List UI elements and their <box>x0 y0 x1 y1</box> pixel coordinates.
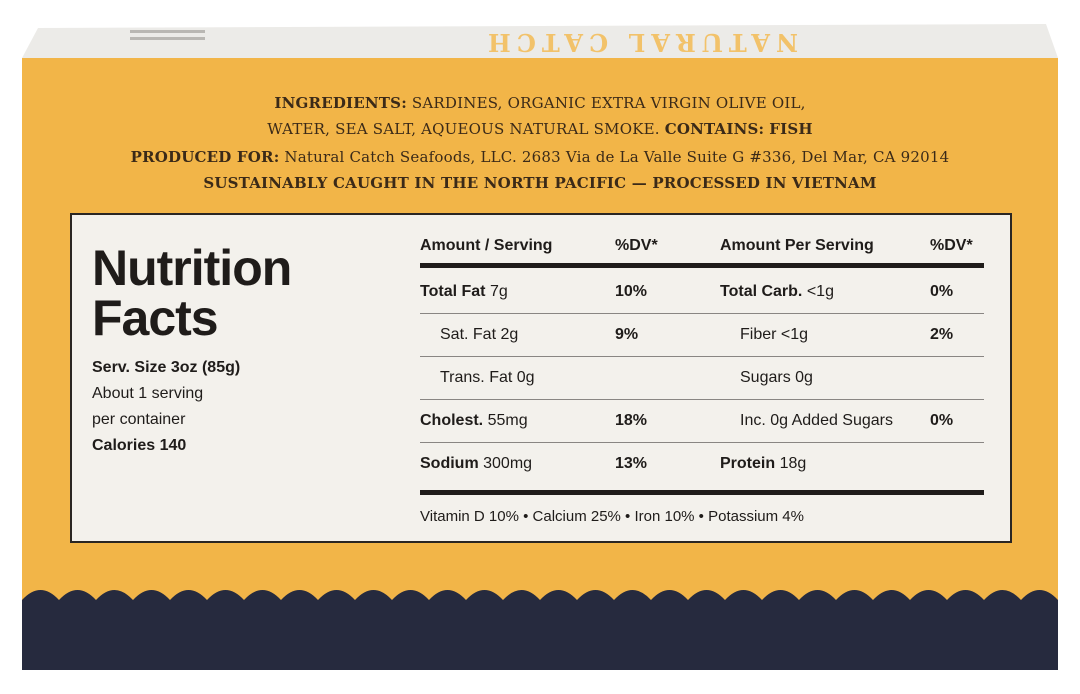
nutrient: Sodium 300mg <box>420 455 532 473</box>
cell-text: Protein <box>720 455 776 472</box>
cell-text: Trans. Fat <box>440 369 513 386</box>
column-header: Amount Per Serving <box>720 237 874 254</box>
daily-value: 18% <box>615 412 648 429</box>
label: PRODUCED FOR: <box>130 148 280 166</box>
thin-rule <box>420 313 984 314</box>
servings: per container <box>92 411 186 428</box>
text: Natural Catch Seafoods, LLC. 2683 Via de… <box>284 148 950 166</box>
cell-text: 0g <box>795 369 813 386</box>
column-header: %DV* <box>930 237 973 254</box>
daily-value: 2% <box>930 326 954 343</box>
cell-text: <1g <box>806 283 834 300</box>
flap-brand: NATURAL CATCH <box>482 28 798 57</box>
nutrient: Trans. Fat 0g <box>440 369 535 387</box>
daily-value: 9% <box>615 326 639 343</box>
thin-rule <box>420 399 984 400</box>
nutrient: Sugars 0g <box>740 369 813 387</box>
label: INGREDIENTS: <box>274 94 407 112</box>
text: SARDINES, ORGANIC EXTRA VIRGIN OLIVE OIL… <box>411 94 806 112</box>
text: FISH <box>769 120 813 138</box>
nutrient: Protein 18g <box>720 455 806 473</box>
title-line: Nutrition <box>92 240 292 296</box>
cell-text: 0g <box>516 369 535 386</box>
cell-text: 7g <box>489 283 508 300</box>
thin-rule <box>420 442 984 443</box>
cell-text: Cholest. <box>420 412 484 429</box>
nutrition-panel: Nutrition Facts Serv. Size 3oz (85g) Abou… <box>70 213 1012 543</box>
title-line: Facts <box>92 290 219 346</box>
cell-text: Fiber <box>740 326 777 343</box>
ingredients-line: INGREDIENTS: SARDINES, ORGANIC EXTRA VIR… <box>0 94 1080 112</box>
flap-stripe <box>130 30 205 33</box>
thin-rule <box>420 356 984 357</box>
vitamins: Vitamin D 10% • Calcium 25% • Iron 10% •… <box>420 508 804 525</box>
nutrient: Total Fat 7g <box>420 283 508 301</box>
nutrient: Fiber <1g <box>740 326 808 344</box>
cell-text: 300mg <box>483 455 533 472</box>
daily-value: 10% <box>615 283 648 300</box>
cell-text: <1g <box>780 326 809 343</box>
cell-text: Sat. Fat <box>440 326 497 343</box>
cell-text: Sodium <box>420 455 479 472</box>
cell-text: 18g <box>779 455 807 472</box>
cell-text: Inc. 0g Added Sugars <box>740 412 893 429</box>
cell-text: Total Fat <box>420 283 486 300</box>
ingredients-line: WATER, SEA SALT, AQUEOUS NATURAL SMOKE. … <box>0 120 1080 138</box>
serving-size: Serv. Size 3oz (85g) <box>92 359 241 376</box>
top-flap <box>22 24 1058 58</box>
column-header: %DV* <box>615 237 658 254</box>
cell-text: Sugars <box>740 369 791 386</box>
nutrient: Sat. Fat 2g <box>440 326 518 344</box>
origin-line: SUSTAINABLY CAUGHT IN THE NORTH PACIFIC … <box>203 174 877 192</box>
nutrition-title: Nutrition Facts <box>92 240 292 346</box>
text: WATER, SEA SALT, AQUEOUS NATURAL SMOKE. <box>267 120 660 138</box>
thick-rule <box>420 490 984 495</box>
column-header: Amount / Serving <box>420 237 553 254</box>
navy-band <box>22 590 1058 670</box>
daily-value: 0% <box>930 283 954 300</box>
thick-rule <box>420 263 984 268</box>
nutrient: Cholest. 55mg <box>420 412 528 430</box>
cell-text: 2g <box>500 326 519 343</box>
produced-line: PRODUCED FOR: Natural Catch Seafoods, LL… <box>0 148 1080 166</box>
flap-stripe <box>130 37 205 40</box>
daily-value: 0% <box>930 412 954 429</box>
calories: Calories 140 <box>92 437 187 454</box>
nutrient: Inc. 0g Added Sugars <box>740 412 893 430</box>
nutrient: Total Carb. <1g <box>720 283 834 301</box>
label: CONTAINS: <box>664 120 765 138</box>
daily-value: 13% <box>615 455 648 472</box>
cell-text: Total Carb. <box>720 283 803 300</box>
servings: About 1 serving <box>92 385 204 402</box>
cell-text: 55mg <box>487 412 528 429</box>
